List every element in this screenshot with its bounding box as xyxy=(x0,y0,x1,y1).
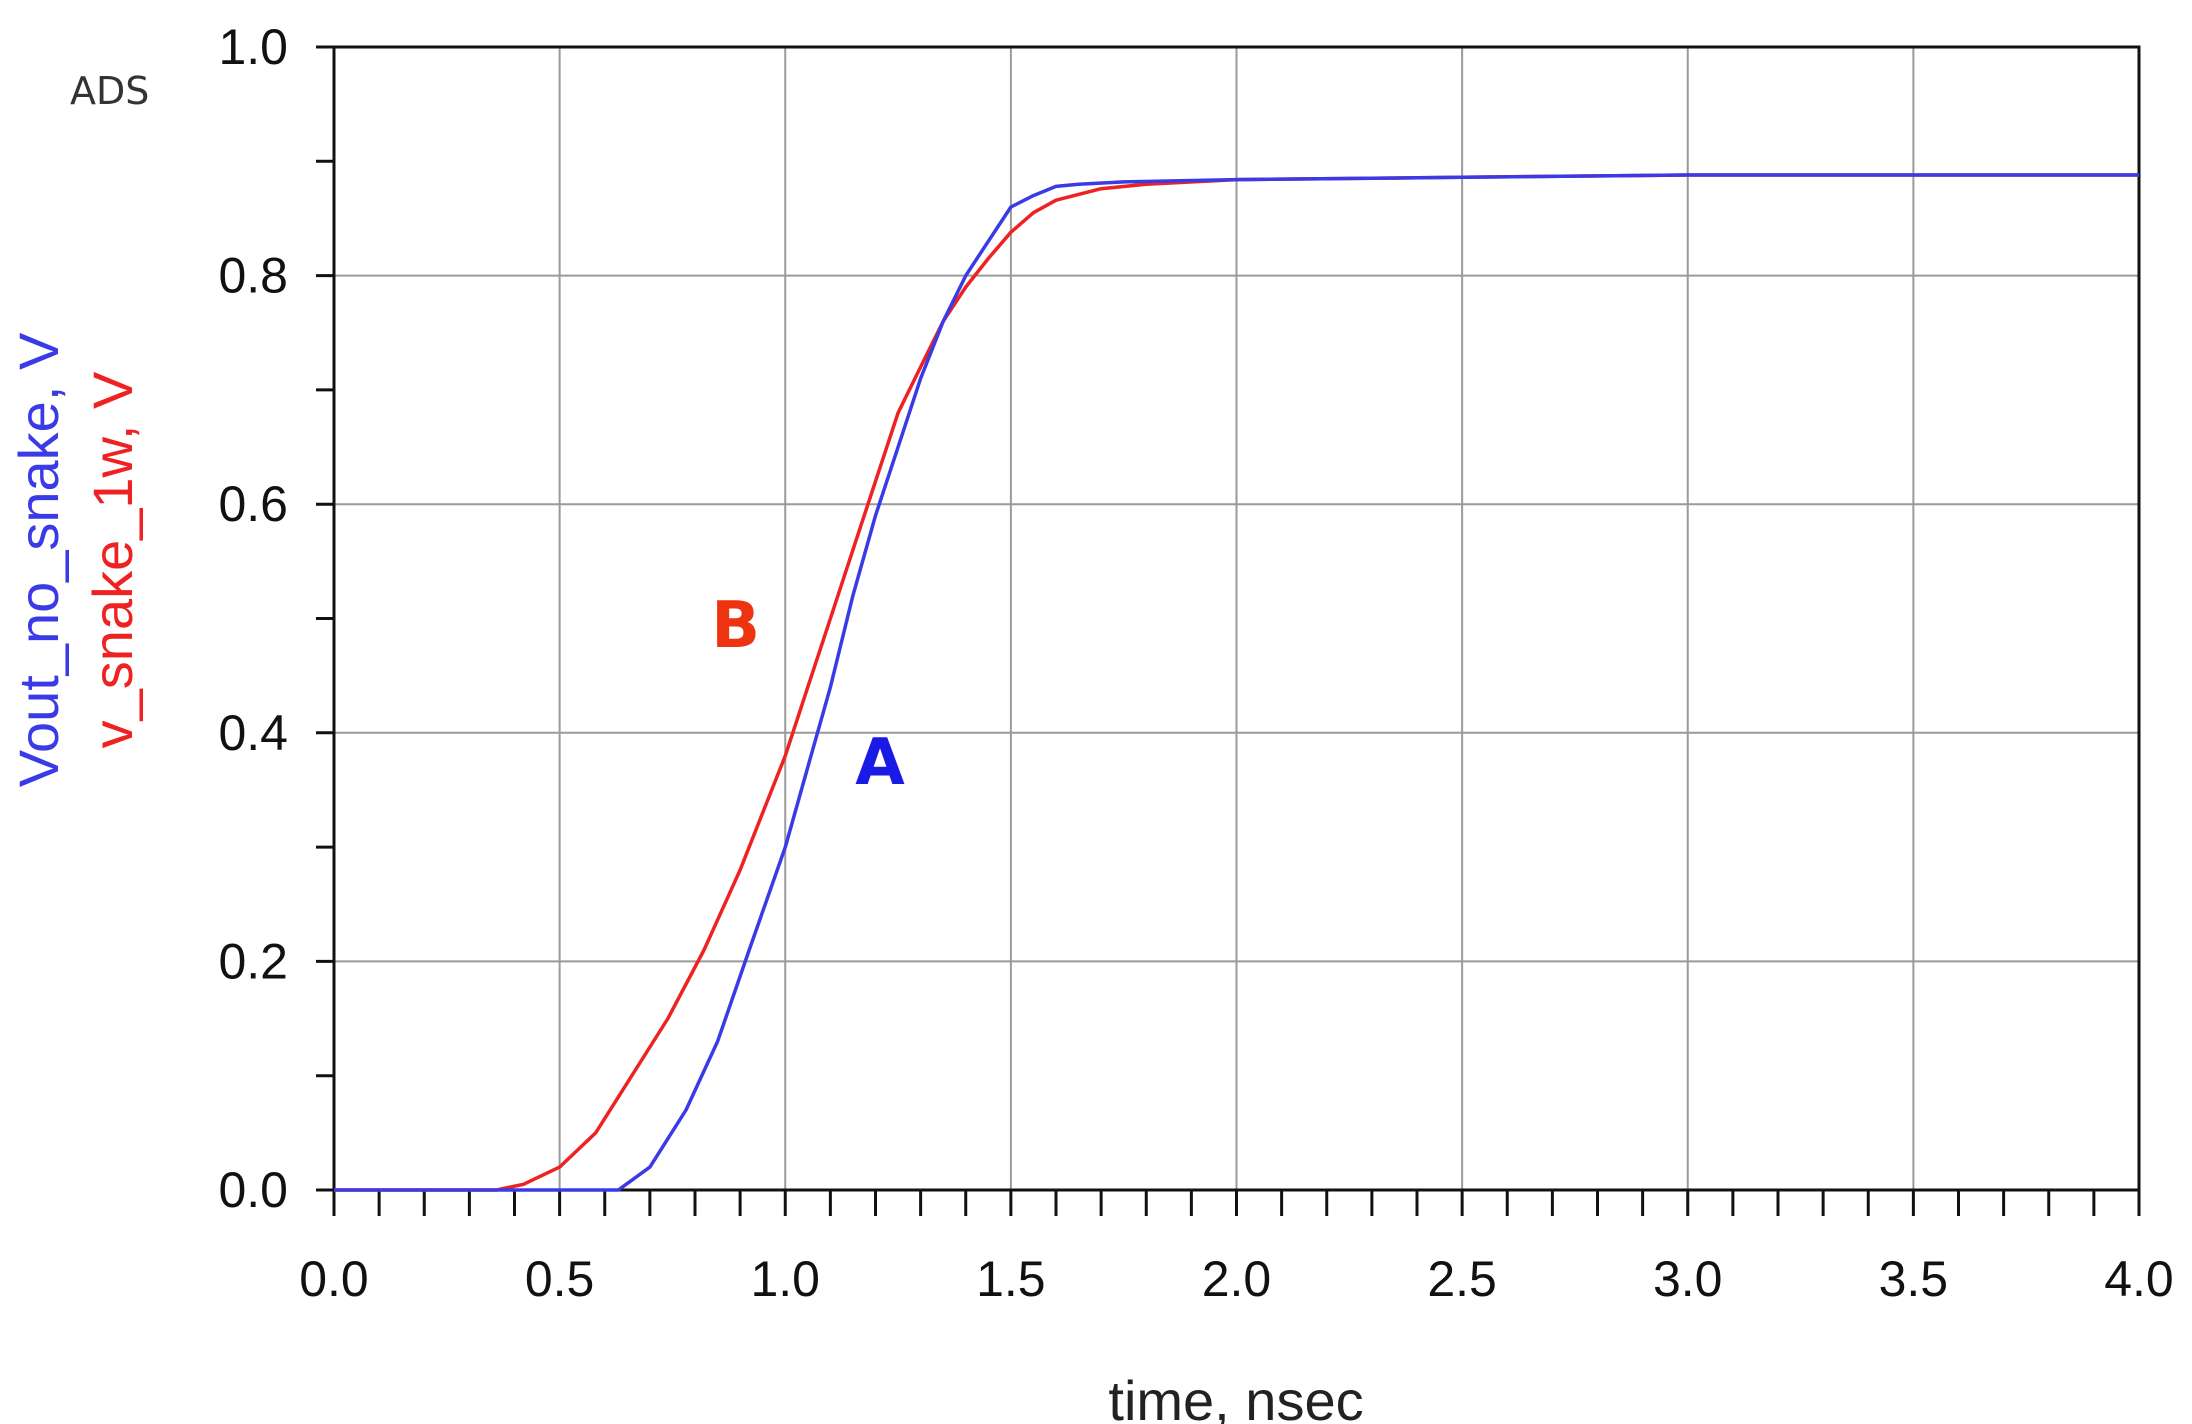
x-tick-label: 2.0 xyxy=(1202,1251,1272,1307)
x-axis-title: time, nsec xyxy=(1108,1369,1363,1424)
x-tick-label: 1.0 xyxy=(750,1251,820,1307)
ads-watermark: ADS xyxy=(70,69,149,113)
curve-label-b: B xyxy=(711,589,760,663)
axis-ticks xyxy=(316,45,2141,1216)
y-tick-label: 0.2 xyxy=(218,933,288,989)
x-tick-label: 3.0 xyxy=(1653,1251,1723,1307)
curve-label-a: A xyxy=(855,726,905,800)
plot-frame xyxy=(332,45,2141,1192)
x-tick-label: 4.0 xyxy=(2104,1251,2174,1307)
x-tick-label: 0.0 xyxy=(299,1251,369,1307)
y-tick-label: 0.4 xyxy=(218,705,288,761)
y-tick-label: 0.6 xyxy=(218,476,288,532)
series-line-vout-no-snake xyxy=(334,173,2139,1192)
y-tick-labels: 0.0 0.2 0.4 0.6 0.8 1.0 xyxy=(218,19,288,1218)
x-tick-label: 0.5 xyxy=(525,1251,595,1307)
annotations: BA xyxy=(711,589,905,800)
x-tick-labels: 0.0 0.5 1.0 1.5 2.0 2.5 3.0 3.5 4.0 xyxy=(299,1251,2174,1307)
x-tick-label: 2.5 xyxy=(1427,1251,1497,1307)
y-axis-title-line: Vout_no_snake, V xyxy=(7,332,70,787)
series-line-v-snake-1w xyxy=(334,173,2139,1192)
y-tick-label: 1.0 xyxy=(218,19,288,75)
y-tick-label: 0.0 xyxy=(218,1162,288,1218)
grid-lines xyxy=(333,46,2140,1191)
y-tick-label: 0.8 xyxy=(218,248,288,304)
x-tick-label: 1.5 xyxy=(976,1251,1046,1307)
x-tick-label: 3.5 xyxy=(1879,1251,1949,1307)
y-axis-title-line: v_snake_1w, V xyxy=(81,371,144,748)
series-lines xyxy=(334,173,2139,1192)
